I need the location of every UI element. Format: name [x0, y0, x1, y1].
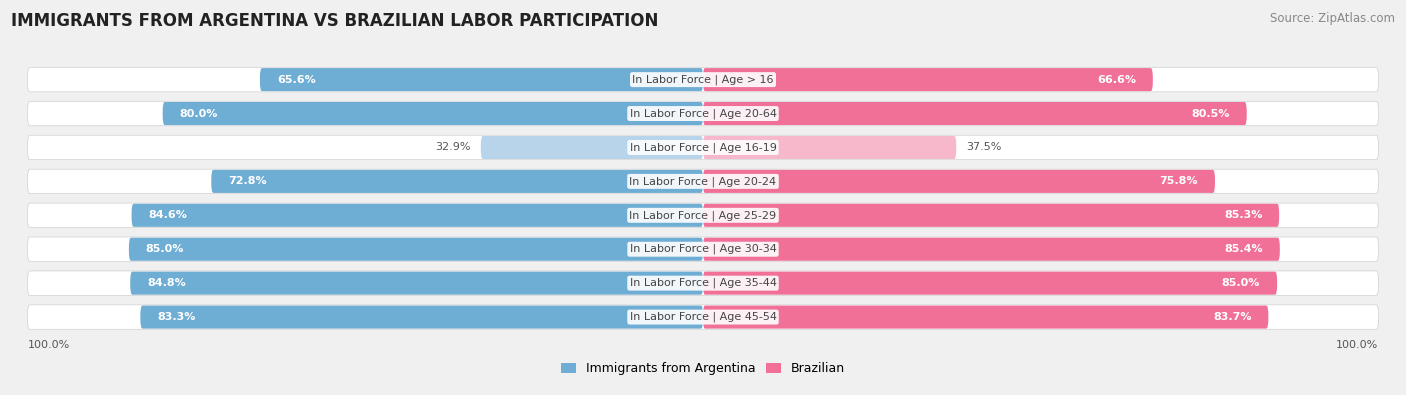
Text: In Labor Force | Age 25-29: In Labor Force | Age 25-29	[630, 210, 776, 220]
FancyBboxPatch shape	[703, 306, 1268, 329]
Text: 85.0%: 85.0%	[1222, 278, 1260, 288]
FancyBboxPatch shape	[703, 204, 1279, 227]
Text: 84.8%: 84.8%	[148, 278, 186, 288]
FancyBboxPatch shape	[28, 305, 1378, 329]
FancyBboxPatch shape	[129, 238, 703, 261]
Text: In Labor Force | Age 16-19: In Labor Force | Age 16-19	[630, 142, 776, 153]
Text: In Labor Force | Age 20-64: In Labor Force | Age 20-64	[630, 108, 776, 119]
Text: 84.6%: 84.6%	[149, 210, 187, 220]
FancyBboxPatch shape	[703, 68, 1153, 91]
FancyBboxPatch shape	[28, 203, 1378, 228]
Text: 65.6%: 65.6%	[277, 75, 315, 85]
Text: 100.0%: 100.0%	[1336, 340, 1378, 350]
FancyBboxPatch shape	[703, 238, 1279, 261]
Text: 66.6%: 66.6%	[1097, 75, 1136, 85]
Text: 32.9%: 32.9%	[434, 143, 471, 152]
FancyBboxPatch shape	[481, 136, 703, 159]
FancyBboxPatch shape	[28, 68, 1378, 92]
FancyBboxPatch shape	[703, 272, 1277, 295]
Text: 72.8%: 72.8%	[228, 177, 267, 186]
Text: 83.7%: 83.7%	[1213, 312, 1251, 322]
Text: In Labor Force | Age 45-54: In Labor Force | Age 45-54	[630, 312, 776, 322]
Text: In Labor Force | Age 20-24: In Labor Force | Age 20-24	[630, 176, 776, 187]
Text: 85.3%: 85.3%	[1223, 210, 1263, 220]
FancyBboxPatch shape	[703, 136, 956, 159]
FancyBboxPatch shape	[28, 237, 1378, 261]
Text: 37.5%: 37.5%	[966, 143, 1002, 152]
FancyBboxPatch shape	[211, 170, 703, 193]
Text: 85.4%: 85.4%	[1225, 244, 1263, 254]
FancyBboxPatch shape	[28, 169, 1378, 194]
Text: 80.0%: 80.0%	[180, 109, 218, 118]
FancyBboxPatch shape	[28, 271, 1378, 295]
Text: 85.0%: 85.0%	[146, 244, 184, 254]
FancyBboxPatch shape	[28, 135, 1378, 160]
FancyBboxPatch shape	[163, 102, 703, 125]
Text: 75.8%: 75.8%	[1160, 177, 1198, 186]
FancyBboxPatch shape	[131, 272, 703, 295]
FancyBboxPatch shape	[141, 306, 703, 329]
Text: IMMIGRANTS FROM ARGENTINA VS BRAZILIAN LABOR PARTICIPATION: IMMIGRANTS FROM ARGENTINA VS BRAZILIAN L…	[11, 12, 658, 30]
FancyBboxPatch shape	[260, 68, 703, 91]
Text: Source: ZipAtlas.com: Source: ZipAtlas.com	[1270, 12, 1395, 25]
FancyBboxPatch shape	[132, 204, 703, 227]
Legend: Immigrants from Argentina, Brazilian: Immigrants from Argentina, Brazilian	[557, 357, 849, 380]
Text: 80.5%: 80.5%	[1191, 109, 1230, 118]
Text: 100.0%: 100.0%	[28, 340, 70, 350]
Text: In Labor Force | Age > 16: In Labor Force | Age > 16	[633, 74, 773, 85]
Text: In Labor Force | Age 35-44: In Labor Force | Age 35-44	[630, 278, 776, 288]
Text: 83.3%: 83.3%	[157, 312, 195, 322]
FancyBboxPatch shape	[703, 102, 1247, 125]
Text: In Labor Force | Age 30-34: In Labor Force | Age 30-34	[630, 244, 776, 254]
FancyBboxPatch shape	[28, 102, 1378, 126]
FancyBboxPatch shape	[703, 170, 1215, 193]
